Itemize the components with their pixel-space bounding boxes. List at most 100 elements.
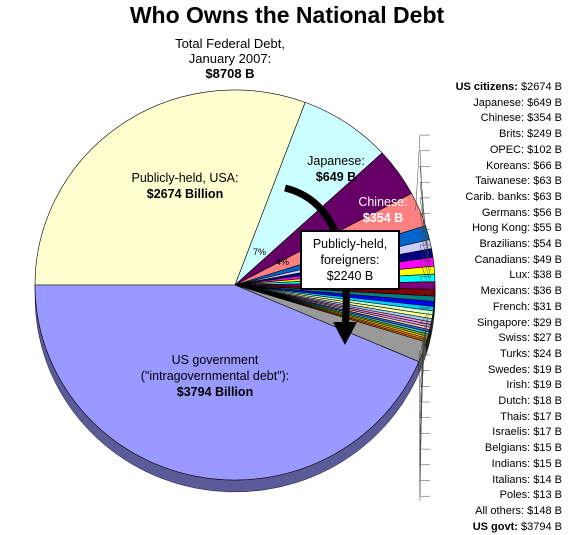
legend-item: Japanese: $649 B <box>456 96 562 112</box>
slice-label-japan: Japanese: $649 B <box>296 153 376 185</box>
legend-value: $63 B <box>533 191 562 203</box>
total-line2: January 2007: <box>110 51 350 66</box>
legend-name: Turks: <box>500 348 530 360</box>
legend-item: Mexicans: $36 B <box>456 284 562 300</box>
legend-item: Hong Kong: $55 B <box>456 221 562 237</box>
legend-name: Brazilians: <box>479 238 530 250</box>
legend-item: Indians: $15 B <box>456 457 562 473</box>
legend-value: $18 B <box>533 395 562 407</box>
legend-item: Belgians: $15 B <box>456 441 562 457</box>
slice-label-us-public: Publicly-held, USA: $2674 Billion <box>95 170 275 202</box>
legend-value: $38 B <box>533 269 562 281</box>
legend-value: $66 B <box>533 160 562 172</box>
legend-name: Singapore: <box>477 317 530 329</box>
legend-name: Germans: <box>482 207 530 219</box>
legend-item: Lux: $38 B <box>456 268 562 284</box>
japan-label: Japanese: <box>296 153 376 169</box>
legend-item: Swiss: $27 B <box>456 331 562 347</box>
legend-name: Chinese: <box>481 112 524 124</box>
legend-value: $148 B <box>527 505 562 517</box>
legend-name: OPEC: <box>490 144 524 156</box>
legend-name: Indians: <box>492 458 531 470</box>
legend-value: $63 B <box>533 175 562 187</box>
legend-item: Swedes: $19 B <box>456 363 562 379</box>
foreigners-callout: Publicly-held, foreigners: $2240 B <box>300 230 400 290</box>
chart-title: Who Owns the National Debt <box>0 2 574 29</box>
callout-value: $2240 B <box>302 268 398 284</box>
legend-item: Carib. banks: $63 B <box>456 190 562 206</box>
legend-value: $2674 B <box>521 81 562 93</box>
us-govt-label2: ("intragovernmental debt"): <box>95 368 335 384</box>
legend-name: Japanese: <box>473 97 524 109</box>
legend-name: French: <box>493 301 530 313</box>
legend-item: Irish: $19 B <box>456 378 562 394</box>
legend-value: $27 B <box>533 332 562 344</box>
legend-value: $31 B <box>533 301 562 313</box>
total-line1: Total Federal Debt, <box>110 36 350 51</box>
legend-name: All others: <box>475 505 524 517</box>
legend-value: $249 B <box>527 128 562 140</box>
legend-item: Canadians: $49 B <box>456 253 562 269</box>
callout-line2: foreigners: <box>302 252 398 268</box>
legend-value: $14 B <box>533 474 562 486</box>
legend-value: $55 B <box>533 222 562 234</box>
total-debt-label: Total Federal Debt, January 2007: $8708 … <box>110 36 350 81</box>
legend-item: Taiwanese: $63 B <box>456 174 562 190</box>
legend-value: $49 B <box>533 254 562 266</box>
legend-item: Dutch: $18 B <box>456 394 562 410</box>
china-value: $354 B <box>363 211 403 225</box>
legend-item: All others: $148 B <box>456 504 562 520</box>
us-govt-value: $3794 Billion <box>177 385 253 399</box>
legend-name: US citizens: <box>456 81 518 93</box>
legend-value: $36 B <box>533 285 562 297</box>
legend-name: Belgians: <box>485 442 530 454</box>
legend-value: $3794 B <box>521 521 562 533</box>
legend-value: $24 B <box>533 348 562 360</box>
legend-item: Thais: $17 B <box>456 410 562 426</box>
legend-value: $354 B <box>527 112 562 124</box>
legend-name: US govt: <box>473 521 518 533</box>
legend-item: Brits: $249 B <box>456 127 562 143</box>
legend-value: $56 B <box>533 207 562 219</box>
legend-item: Brazilians: $54 B <box>456 237 562 253</box>
legend-name: Koreans: <box>486 160 530 172</box>
legend-value: $102 B <box>527 144 562 156</box>
legend-item: Turks: $24 B <box>456 347 562 363</box>
legend-item: Poles: $13 B <box>456 488 562 504</box>
legend-name: Lux: <box>509 269 530 281</box>
slice-label-us-govt: US government ("intragovernmental debt")… <box>95 352 335 400</box>
legend-name: Carib. banks: <box>465 191 530 203</box>
japan-value: $649 B <box>316 170 356 184</box>
us-public-label: Publicly-held, USA: <box>95 170 275 186</box>
legend-value: $19 B <box>533 364 562 376</box>
callout-line1: Publicly-held, <box>302 236 398 252</box>
us-govt-label: US government <box>95 352 335 368</box>
legend-value: $54 B <box>533 238 562 250</box>
pct-japan: 7% <box>253 247 266 257</box>
legend-item: Koreans: $66 B <box>456 159 562 175</box>
legend-name: Dutch: <box>498 395 530 407</box>
pct-china: 4% <box>276 257 289 267</box>
total-value: $8708 B <box>110 66 350 81</box>
legend-name: Irish: <box>506 379 530 391</box>
legend-item: Singapore: $29 B <box>456 316 562 332</box>
legend-item: Chinese: $354 B <box>456 111 562 127</box>
legend-name: Canadians: <box>475 254 531 266</box>
legend-name: Italians: <box>492 474 530 486</box>
legend-name: Swiss: <box>498 332 530 344</box>
legend-name: Hong Kong: <box>472 222 530 234</box>
legend-value: $17 B <box>533 426 562 438</box>
legend-name: Thais: <box>500 411 530 423</box>
legend-item: Israelis: $17 B <box>456 425 562 441</box>
us-public-value: $2674 Billion <box>147 187 223 201</box>
legend-value: $13 B <box>533 489 562 501</box>
legend-item: US citizens: $2674 B <box>456 80 562 96</box>
legend-name: Israelis: <box>492 426 530 438</box>
legend-item: US govt: $3794 B <box>456 520 562 535</box>
legend-item: Germans: $56 B <box>456 206 562 222</box>
legend-item: Italians: $14 B <box>456 473 562 489</box>
china-label: Chinese: <box>352 194 414 210</box>
legend-name: Taiwanese: <box>475 175 530 187</box>
legend-value: $19 B <box>533 379 562 391</box>
